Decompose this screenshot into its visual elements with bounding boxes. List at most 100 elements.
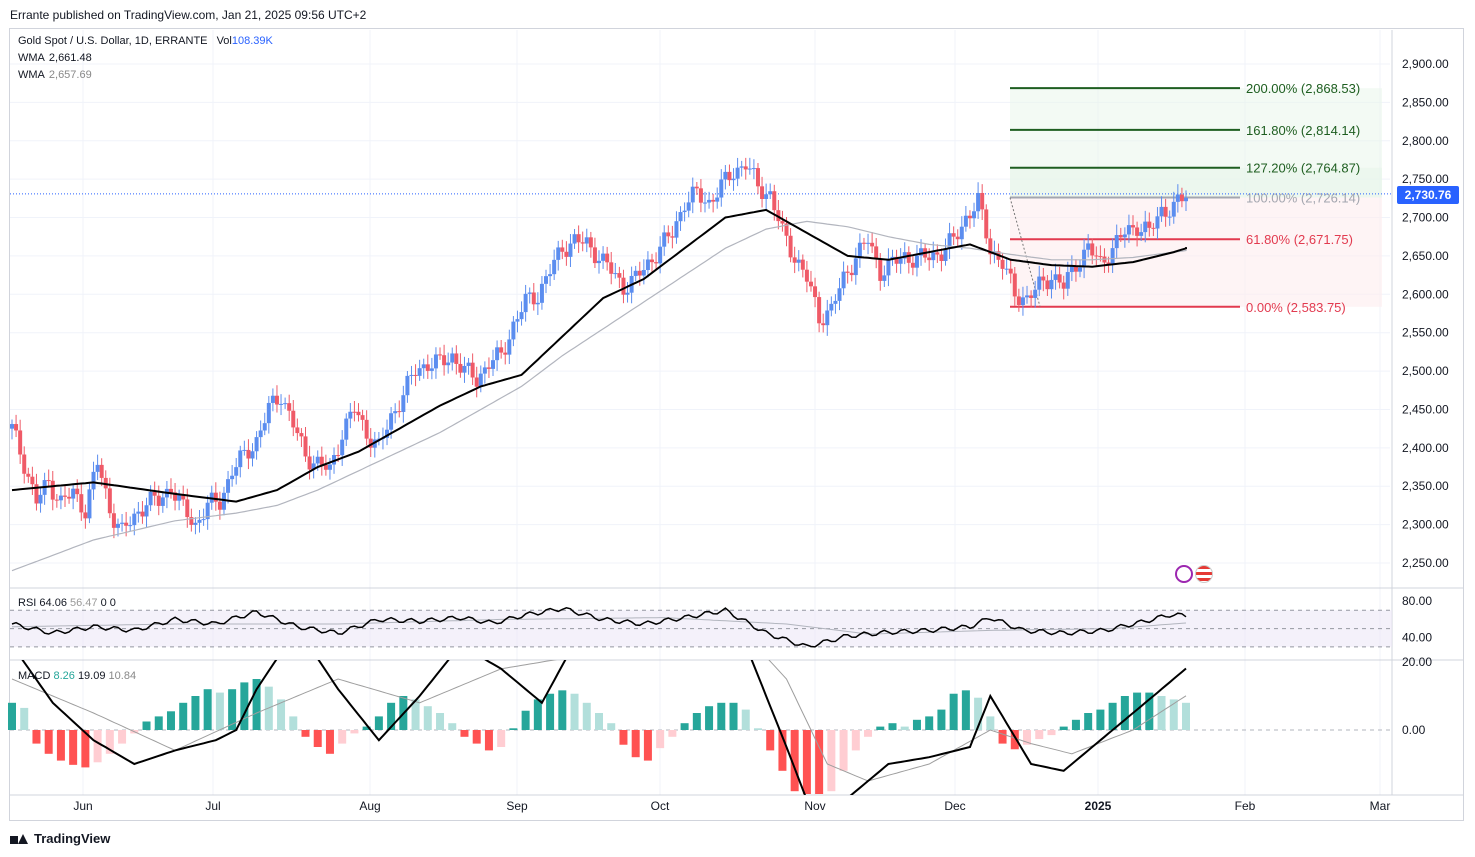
us-flag-icon[interactable] bbox=[1195, 565, 1213, 583]
macd-hist-bar bbox=[240, 682, 249, 730]
candle-down bbox=[694, 186, 699, 189]
time-axis-label: Oct bbox=[651, 799, 670, 813]
candle-up bbox=[1110, 248, 1115, 265]
macd-hist-bar bbox=[387, 702, 396, 730]
candle-up bbox=[409, 374, 414, 376]
candle-down bbox=[1061, 282, 1066, 289]
candle-up bbox=[38, 494, 43, 504]
candle-down bbox=[111, 513, 116, 528]
macd-hist-bar bbox=[521, 710, 530, 730]
candle-up bbox=[947, 233, 952, 249]
candle-up bbox=[450, 353, 455, 363]
macd-hist-bar bbox=[228, 689, 237, 730]
chart-frame[interactable] bbox=[9, 28, 1464, 821]
candle-up bbox=[87, 489, 92, 519]
macd-hist-bar bbox=[656, 730, 665, 749]
candle-up bbox=[1065, 272, 1070, 289]
candle-up bbox=[393, 411, 398, 414]
candle-down bbox=[1163, 206, 1168, 217]
candle-up bbox=[148, 491, 153, 506]
fib-level-label: 161.80% (2,814.14) bbox=[1246, 123, 1360, 138]
macd-hist-bar bbox=[851, 730, 860, 751]
candle-down bbox=[79, 494, 84, 513]
candle-up bbox=[829, 303, 834, 311]
candle-up bbox=[539, 283, 544, 303]
candle-up bbox=[866, 242, 871, 244]
macd-hist-bar bbox=[166, 711, 175, 730]
candle-up bbox=[120, 522, 125, 524]
candle-down bbox=[792, 257, 797, 263]
candle-up bbox=[625, 292, 630, 295]
candle-up bbox=[963, 215, 968, 227]
candle-down bbox=[356, 411, 361, 416]
lightning-icon[interactable] bbox=[1175, 565, 1193, 583]
macd-hist-bar bbox=[374, 716, 383, 730]
candle-down bbox=[1098, 256, 1103, 258]
macd-hist-bar bbox=[1169, 699, 1178, 730]
macd-hist-bar bbox=[472, 730, 481, 744]
candle-up bbox=[597, 260, 601, 264]
candle-down bbox=[181, 494, 186, 500]
candle-up bbox=[332, 455, 337, 465]
candle-down bbox=[246, 449, 251, 459]
time-axis-label: Nov bbox=[804, 799, 825, 813]
candle-up bbox=[495, 347, 500, 361]
candle-up bbox=[1053, 274, 1058, 280]
candle-up bbox=[270, 395, 275, 403]
macd-hist-bar bbox=[766, 730, 775, 751]
wma-fast-legend[interactable]: WMA 2,661.48 bbox=[18, 52, 92, 64]
candle-up bbox=[327, 464, 332, 470]
macd-hist-bar bbox=[802, 730, 811, 794]
fib-level-label: 100.00% (2,726.14) bbox=[1246, 190, 1360, 205]
macd-hist-bar bbox=[1120, 696, 1129, 730]
candle-up bbox=[641, 270, 646, 276]
wma-slow-value: 2,657.69 bbox=[48, 69, 92, 81]
macd-hist-bar bbox=[203, 689, 212, 730]
candle-down bbox=[727, 171, 732, 181]
macd-hist-bar bbox=[325, 730, 334, 754]
fib-zone-upper bbox=[1010, 167, 1382, 198]
macd-legend[interactable]: MACD 8.26 19.09 10.84 bbox=[18, 670, 136, 682]
wma-slow-legend[interactable]: WMA 2,657.69 bbox=[18, 69, 92, 81]
macd-hist-bar bbox=[1071, 719, 1080, 730]
candle-up bbox=[523, 293, 528, 313]
price-axis-label: 2,350.00 bbox=[1402, 479, 1449, 493]
candle-down bbox=[168, 488, 173, 493]
candle-up bbox=[1049, 279, 1054, 290]
candle-down bbox=[99, 464, 104, 478]
time-axis-label: Sep bbox=[506, 799, 528, 813]
symbol-legend[interactable]: Gold Spot / U.S. Dollar, 1D, ERRANTE Vol… bbox=[18, 35, 273, 47]
candle-up bbox=[205, 502, 210, 520]
event-markers[interactable] bbox=[1175, 565, 1213, 583]
candle-down bbox=[458, 363, 463, 373]
volume-label: Vol bbox=[216, 35, 232, 47]
candle-down bbox=[817, 297, 822, 324]
candle-down bbox=[107, 488, 112, 514]
rsi-value: 64.06 bbox=[39, 597, 67, 609]
footer-brand[interactable]: TradingView bbox=[10, 831, 110, 846]
time-axis-label: Dec bbox=[944, 799, 965, 813]
footer-brand-text: TradingView bbox=[34, 831, 111, 846]
candle-down bbox=[454, 353, 459, 364]
macd-hist-bar bbox=[56, 730, 65, 761]
candle-up bbox=[1082, 249, 1087, 268]
candle-down bbox=[54, 499, 59, 501]
candle-up bbox=[1143, 221, 1148, 233]
candle-down bbox=[438, 354, 443, 356]
macd-hist-bar bbox=[912, 719, 921, 730]
candle-down bbox=[30, 476, 35, 485]
candle-down bbox=[821, 323, 826, 326]
candle-up bbox=[837, 288, 842, 301]
candle-up bbox=[976, 192, 981, 212]
candle-down bbox=[654, 262, 659, 264]
candle-up bbox=[882, 275, 887, 281]
macd-hist-bar bbox=[32, 730, 41, 744]
candle-down bbox=[609, 262, 614, 274]
candle-up bbox=[1033, 289, 1038, 298]
candle-up bbox=[478, 373, 483, 387]
candle-up bbox=[731, 178, 736, 181]
candle-down bbox=[1090, 243, 1095, 256]
rsi-legend[interactable]: RSI 64.06 56.47 0 0 bbox=[18, 597, 116, 609]
candle-up bbox=[535, 302, 540, 305]
